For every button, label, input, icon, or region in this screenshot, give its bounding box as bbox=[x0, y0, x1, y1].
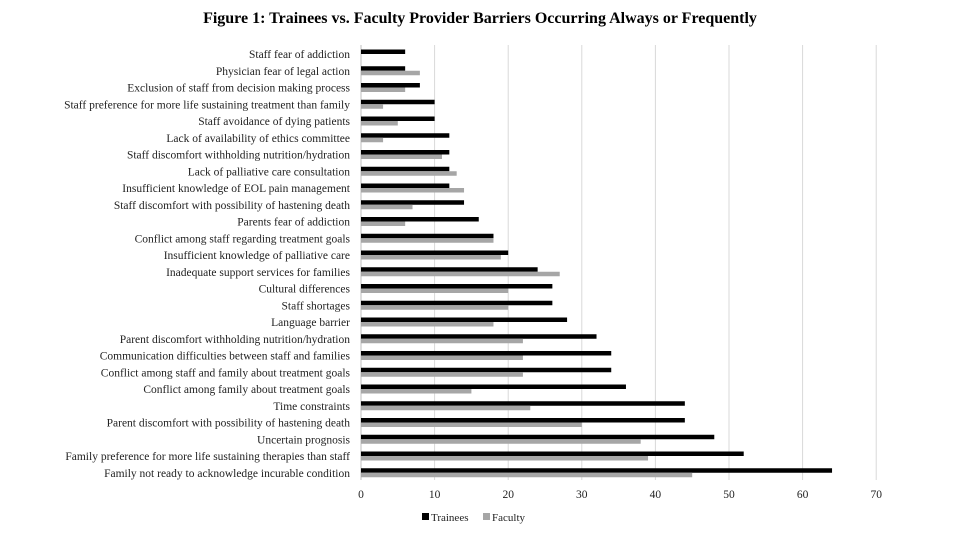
tick-labels: 0 10 20 30 40 50 60 70 bbox=[358, 489, 882, 501]
category-label: Family preference for more life sustaini… bbox=[65, 451, 350, 463]
category-label: Insufficient knowledge of palliative car… bbox=[164, 250, 350, 262]
category-labels: Staff fear of addiction Physician fear of… bbox=[64, 49, 351, 480]
bar-faculty-8 bbox=[361, 188, 465, 193]
x-tick-label: 30 bbox=[576, 489, 588, 501]
bar-trainees-0 bbox=[361, 49, 406, 54]
bar-trainees-25 bbox=[361, 468, 833, 473]
bar-faculty-6 bbox=[361, 154, 442, 159]
bar-faculty-24 bbox=[361, 456, 649, 461]
bar-faculty-2 bbox=[361, 87, 406, 92]
bar-faculty-10 bbox=[361, 221, 406, 226]
x-tick-label: 50 bbox=[723, 489, 735, 501]
bar-trainees-18 bbox=[361, 351, 612, 356]
bar-trainees-3 bbox=[361, 99, 435, 105]
category-label: Parent discomfort with possibility of ha… bbox=[107, 418, 351, 430]
bar-faculty-18 bbox=[361, 355, 523, 360]
bar-trainees-14 bbox=[361, 284, 553, 289]
legend-label-trainees: Trainees bbox=[431, 512, 468, 524]
bar-trainees-22 bbox=[361, 418, 685, 423]
bar-faculty-19 bbox=[361, 372, 523, 377]
bar-faculty-4 bbox=[361, 121, 398, 126]
bar-trainees-8 bbox=[361, 183, 450, 188]
category-label: Staff shortages bbox=[282, 300, 351, 312]
bar-faculty-21 bbox=[361, 405, 531, 411]
bar-trainees-16 bbox=[361, 317, 568, 322]
category-label: Conflict among staff regarding treatment… bbox=[135, 233, 351, 245]
category-label: Staff discomfort withholding nutrition/h… bbox=[127, 150, 350, 162]
bar-faculty-3 bbox=[361, 104, 384, 109]
category-label: Staff preference for more life sustainin… bbox=[64, 99, 350, 111]
bar-faculty-14 bbox=[361, 288, 509, 293]
x-tick-label: 10 bbox=[429, 489, 441, 501]
bar-faculty-22 bbox=[361, 422, 582, 427]
category-label: Staff fear of addiction bbox=[249, 49, 350, 61]
category-label: Staff avoidance of dying patients bbox=[198, 116, 350, 128]
category-label: Lack of palliative care consultation bbox=[188, 166, 350, 178]
category-label: Cultural differences bbox=[259, 284, 351, 296]
bar-trainees-7 bbox=[361, 166, 450, 172]
bars bbox=[361, 49, 833, 478]
bar-faculty-9 bbox=[361, 204, 413, 210]
bar-faculty-7 bbox=[361, 171, 457, 176]
bar-trainees-15 bbox=[361, 300, 553, 306]
legend-swatch-trainees bbox=[422, 513, 429, 520]
x-tick-label: 0 bbox=[358, 489, 364, 501]
category-label: Family not ready to acknowledge incurabl… bbox=[104, 468, 350, 480]
category-label: Parents fear of addiction bbox=[237, 217, 350, 229]
category-label: Time constraints bbox=[273, 401, 350, 413]
chart-title: Figure 1: Trainees vs. Faculty Provider … bbox=[203, 10, 757, 27]
category-label: Parent discomfort withholding nutrition/… bbox=[120, 334, 351, 346]
x-tick-label: 60 bbox=[797, 489, 809, 501]
gridlines bbox=[360, 45, 877, 480]
bar-trainees-17 bbox=[361, 334, 597, 339]
category-label: Conflict among family about treatment go… bbox=[143, 384, 350, 396]
x-tick-label: 20 bbox=[502, 489, 514, 501]
x-tick-label: 40 bbox=[650, 489, 662, 501]
bar-faculty-20 bbox=[361, 389, 472, 394]
category-label: Physician fear of legal action bbox=[216, 66, 350, 78]
bar-faculty-1 bbox=[361, 70, 420, 76]
bar-trainees-10 bbox=[361, 217, 479, 222]
bar-trainees-4 bbox=[361, 116, 435, 121]
bar-trainees-13 bbox=[361, 267, 538, 272]
bar-trainees-1 bbox=[361, 66, 406, 71]
legend-label-faculty: Faculty bbox=[492, 512, 525, 524]
bar-faculty-13 bbox=[361, 271, 560, 277]
x-tick-label: 70 bbox=[870, 489, 882, 501]
bar-faculty-15 bbox=[361, 305, 509, 310]
bar-faculty-5 bbox=[361, 137, 384, 143]
legend-swatch-faculty bbox=[483, 513, 490, 520]
bar-trainees-9 bbox=[361, 200, 465, 205]
bar-trainees-24 bbox=[361, 451, 744, 456]
bar-trainees-19 bbox=[361, 367, 612, 373]
bar-faculty-17 bbox=[361, 338, 523, 344]
bar-trainees-2 bbox=[361, 83, 420, 88]
category-label: Uncertain prognosis bbox=[257, 434, 350, 446]
bar-trainees-11 bbox=[361, 233, 494, 239]
bar-faculty-23 bbox=[361, 439, 641, 444]
bar-trainees-12 bbox=[361, 250, 509, 255]
category-label: Communication difficulties between staff… bbox=[100, 351, 351, 363]
category-label: Lack of availability of ethics committee bbox=[166, 133, 350, 145]
category-label: Exclusion of staff from decision making … bbox=[127, 83, 350, 95]
category-label: Insufficient knowledge of EOL pain manag… bbox=[122, 183, 350, 195]
bar-trainees-6 bbox=[361, 150, 450, 155]
category-label: Inadequate support services for families bbox=[166, 267, 350, 279]
bar-trainees-20 bbox=[361, 384, 626, 389]
bar-faculty-25 bbox=[361, 472, 693, 478]
category-label: Language barrier bbox=[271, 317, 350, 329]
bar-faculty-11 bbox=[361, 238, 494, 243]
legend: Trainees Faculty bbox=[422, 512, 525, 524]
category-label: Staff discomfort with possibility of has… bbox=[114, 200, 350, 212]
bar-trainees-23 bbox=[361, 434, 715, 440]
bar-faculty-12 bbox=[361, 255, 501, 260]
bar-trainees-21 bbox=[361, 401, 685, 406]
bar-trainees-5 bbox=[361, 133, 450, 138]
category-label: Conflict among staff and family about tr… bbox=[101, 367, 351, 379]
bar-faculty-16 bbox=[361, 322, 494, 327]
